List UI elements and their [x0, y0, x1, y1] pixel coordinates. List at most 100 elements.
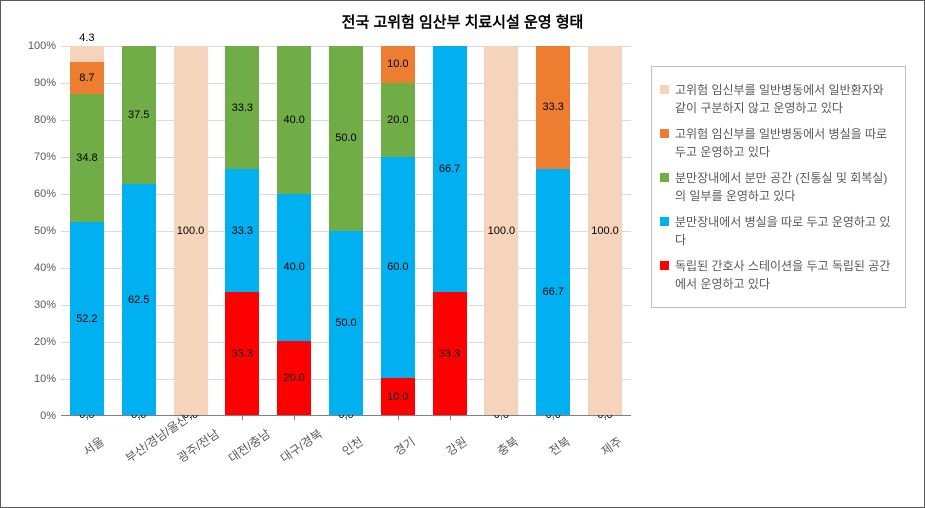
bar-segment: 20.0 [277, 341, 311, 415]
bar-value-label: 40.0 [283, 114, 304, 126]
bar-segment: 66.7 [433, 46, 467, 292]
bar-segment: 40.0 [277, 194, 311, 342]
legend-swatch [660, 217, 669, 226]
y-tick-label: 50% [16, 225, 56, 237]
bar-value-label: 10.0 [387, 58, 408, 70]
bar-segment: 4.3 [70, 46, 104, 62]
y-tick-label: 70% [16, 151, 56, 163]
legend-swatch [660, 261, 669, 270]
bar-group: 20.0 40.0 40.0 [277, 46, 311, 415]
legend-swatch [660, 173, 669, 182]
bar-segment: 34.8 [70, 94, 104, 222]
bar-value-label: 33.3 [232, 102, 253, 114]
y-tick-label: 10% [16, 373, 56, 385]
x-axis-label: 인천 [329, 433, 367, 466]
x-axis-label: 강원 [432, 433, 470, 466]
plot-area: 0%10%20%30%40%50%60%70%80%90%100%0.052.2… [61, 46, 631, 416]
bar-value-label: 50.0 [335, 132, 356, 144]
legend: 고위험 임신부를 일반병동에서 일반환자와 같이 구분하지 않고 운영하고 있다… [651, 66, 906, 308]
bar-group: 33.3 66.7 [433, 46, 467, 415]
x-axis-label: 경기 [381, 433, 419, 466]
bar-group: 0.0100.0 [588, 46, 622, 415]
x-tick [139, 415, 140, 420]
x-axis-label: 부산/경남/울산 [121, 433, 159, 466]
bar-segment: 62.5 [122, 184, 156, 415]
x-tick [398, 415, 399, 420]
bar-value-label: 62.5 [128, 294, 149, 306]
bar-value-label: 100.0 [488, 225, 516, 237]
bar-segment: 40.0 [277, 46, 311, 194]
legend-item: 고위험 임신부를 일반병동에서 병실을 따로 두고 운영하고 있다 [660, 125, 897, 161]
bar-segment: 33.3 [433, 292, 467, 415]
bar-value-label: 20.0 [387, 114, 408, 126]
chart-title: 전국 고위험 임산부 치료시설 운영 형태 [1, 1, 924, 32]
chart-container: 전국 고위험 임산부 치료시설 운영 형태 0%10%20%30%40%50%6… [0, 0, 925, 508]
legend-item: 분만장내에서 분만 공간 (진통실 및 회복실)의 일부를 운영하고 있다 [660, 169, 897, 205]
x-tick [553, 415, 554, 420]
bar-group: 0.052.234.88.74.3 [70, 46, 104, 415]
bar-value-label: 100.0 [591, 225, 619, 237]
y-tick-label: 40% [16, 262, 56, 274]
bar-value-label: 66.7 [439, 163, 460, 175]
bar-group: 0.062.537.5 [122, 46, 156, 415]
bar-segment: 10.0 [381, 46, 415, 83]
x-axis-label: 대구/경북 [277, 433, 315, 466]
bar-segment: 52.2 [70, 222, 104, 415]
bar-group: 33.3 33.3 33.3 [225, 46, 259, 415]
x-tick [294, 415, 295, 420]
legend-item: 고위험 임신부를 일반병동에서 일반환자와 같이 구분하지 않고 운영하고 있다 [660, 81, 897, 117]
bar-value-label: 40.0 [283, 261, 304, 273]
y-tick-label: 30% [16, 299, 56, 311]
bar-value-label: 50.0 [335, 317, 356, 329]
bar-group: 0.0100.0 [174, 46, 208, 415]
legend-item: 분만장내에서 병실을 따로 두고 운영하고 있다 [660, 213, 897, 249]
bar-value-label: 8.7 [79, 72, 94, 84]
bar-segment: 33.3 [536, 46, 570, 169]
bar-group: 10.060.020.010.0 [381, 46, 415, 415]
legend-swatch [660, 85, 669, 94]
y-tick-label: 80% [16, 114, 56, 126]
bar-value-label: 33.3 [543, 101, 564, 113]
bar-value-label: 52.2 [76, 313, 97, 325]
y-tick-label: 20% [16, 336, 56, 348]
bars-row: 0.052.234.88.74.30.062.537.50.0100.033.3… [61, 46, 631, 415]
bar-value-label: 100.0 [177, 225, 205, 237]
x-axis-label: 서울 [70, 433, 108, 466]
x-axis-label: 전북 [536, 433, 574, 466]
bar-value-label: 33.3 [439, 348, 460, 360]
bar-value-label: 37.5 [128, 109, 149, 121]
bar-group: 0.0100.0 [484, 46, 518, 415]
bar-segment: 20.0 [381, 83, 415, 157]
x-axis-label: 광주/전남 [173, 433, 211, 466]
x-tick [191, 415, 192, 420]
bar-segment: 33.3 [225, 169, 259, 292]
bar-group: 0.066.733.3 [536, 46, 570, 415]
x-tick [242, 415, 243, 420]
bar-segment: 60.0 [381, 157, 415, 378]
bar-segment: 33.3 [225, 292, 259, 415]
x-tick [346, 415, 347, 420]
x-tick [87, 415, 88, 420]
bar-segment: 66.7 [536, 169, 570, 415]
bar-value-label: 34.8 [76, 152, 97, 164]
bar-value-label: 33.3 [232, 348, 253, 360]
bar-value-label: 20.0 [283, 372, 304, 384]
y-tick-label: 100% [16, 40, 56, 52]
legend-item: 독립된 간호사 스테이션을 두고 독립된 공간에서 운영하고 있다 [660, 257, 897, 293]
x-tick [501, 415, 502, 420]
bar-value-label: 66.7 [543, 286, 564, 298]
legend-swatch [660, 129, 669, 138]
x-axis-label: 대전/충남 [225, 433, 263, 466]
x-axis-labels: 서울부산/경남/울산광주/전남대전/충남대구/경북인천경기강원충북전북제주 [61, 421, 631, 438]
bar-segment: 100.0 [484, 46, 518, 415]
legend-label: 고위험 임신부를 일반병동에서 일반환자와 같이 구분하지 않고 운영하고 있다 [675, 81, 897, 117]
legend-label: 분만장내에서 병실을 따로 두고 운영하고 있다 [675, 213, 897, 249]
bar-group: 0.050.050.0 [329, 46, 363, 415]
legend-label: 고위험 임신부를 일반병동에서 병실을 따로 두고 운영하고 있다 [675, 125, 897, 161]
y-tick-label: 60% [16, 188, 56, 200]
bar-segment: 100.0 [174, 46, 208, 415]
bar-segment: 50.0 [329, 46, 363, 231]
bar-segment: 100.0 [588, 46, 622, 415]
x-tick [605, 415, 606, 420]
y-tick-label: 90% [16, 77, 56, 89]
